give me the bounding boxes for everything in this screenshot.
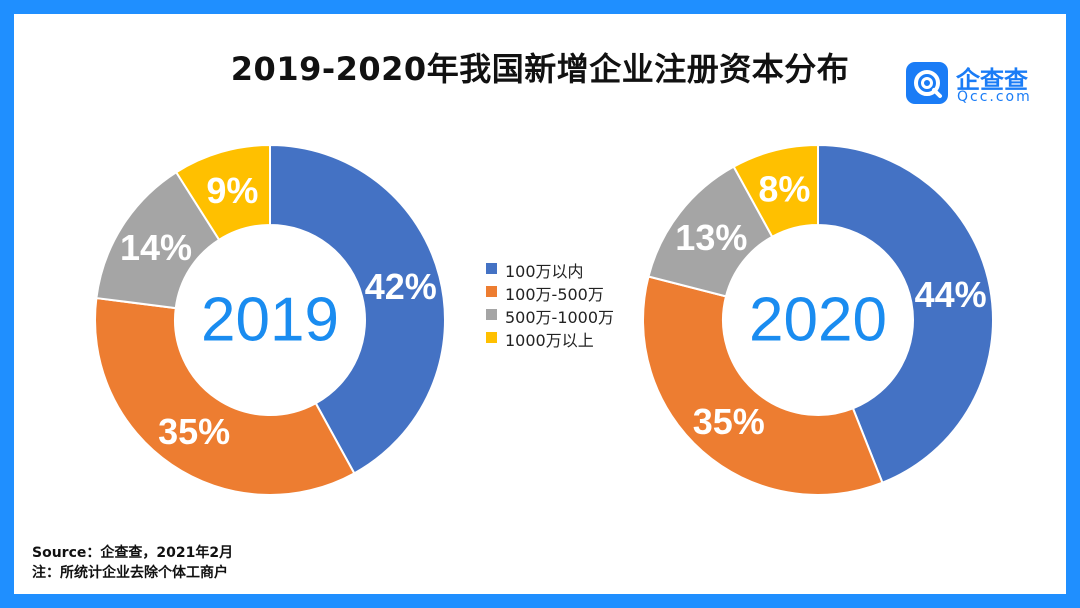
donut-slice bbox=[174, 143, 271, 242]
slice-label: 42% bbox=[365, 266, 437, 307]
chart-card bbox=[14, 14, 1066, 594]
slice-label: 8% bbox=[758, 169, 810, 210]
legend-label: 500万-1000万 bbox=[505, 308, 615, 327]
brand-logo: 企查查 Qcc.com bbox=[906, 62, 1056, 110]
donut-slice bbox=[817, 143, 995, 485]
qcc-logo-icon bbox=[906, 62, 948, 104]
source-text: Source：企查查，2021年2月 bbox=[32, 545, 234, 561]
legend-swatch bbox=[486, 332, 497, 343]
slice-label: 9% bbox=[206, 170, 258, 211]
donut-slice bbox=[94, 296, 356, 496]
legend-swatch bbox=[486, 263, 497, 274]
donut-chart-2019: 42% 35% 14% 9% 2019 bbox=[94, 143, 447, 496]
legend-swatch bbox=[486, 286, 497, 297]
slice-label: 44% bbox=[915, 274, 987, 315]
donut-slice bbox=[642, 275, 884, 496]
slice-label: 13% bbox=[675, 217, 747, 258]
legend-label: 100万以内 bbox=[505, 262, 584, 281]
chart-title: 2019-2020年我国新增企业注册资本分布 bbox=[230, 50, 850, 88]
legend-label: 100万-500万 bbox=[505, 285, 604, 304]
source-note: Source：企查查，2021年2月 注：所统计企业去除个体工商户 bbox=[32, 543, 233, 583]
donut-chart-2020: 44% 35% 13% 8% 2020 bbox=[642, 143, 995, 496]
center-year-label: 2019 bbox=[201, 286, 339, 355]
brand-domain: Qcc.com bbox=[957, 89, 1032, 105]
donut-slice bbox=[732, 143, 819, 239]
slice-label: 35% bbox=[693, 401, 765, 442]
slice-label: 14% bbox=[120, 227, 192, 268]
center-year-label: 2020 bbox=[749, 286, 887, 355]
donut-slice bbox=[269, 143, 447, 475]
slice-label: 35% bbox=[158, 411, 230, 452]
legend-swatch bbox=[486, 309, 497, 320]
brand-name: 企查查 bbox=[956, 66, 1028, 94]
footnote-text: 注：所统计企业去除个体工商户 bbox=[32, 565, 228, 581]
legend-label: 1000万以上 bbox=[505, 331, 594, 350]
